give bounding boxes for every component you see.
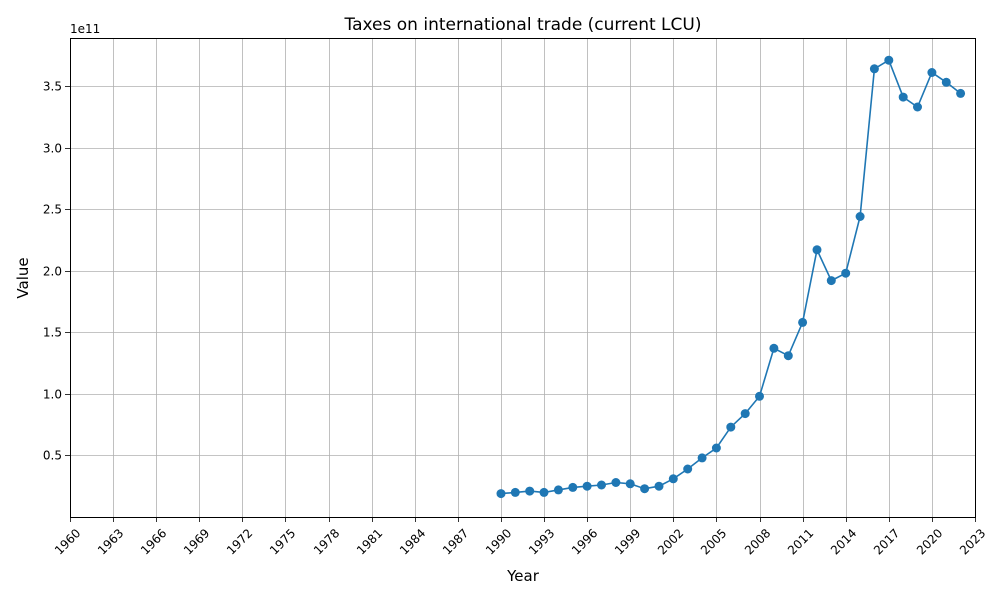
data-point bbox=[597, 480, 606, 490]
data-point bbox=[711, 443, 721, 453]
y-tick-label: 3.0 bbox=[43, 142, 62, 156]
grid bbox=[70, 38, 976, 517]
data-point bbox=[654, 481, 664, 491]
y-tick-label: 1.0 bbox=[43, 388, 62, 402]
plot-frame bbox=[70, 38, 976, 518]
y-tick-label: 1.5 bbox=[43, 326, 62, 340]
x-axis-label: Year bbox=[506, 567, 540, 585]
data-point bbox=[553, 485, 563, 495]
data-point bbox=[898, 92, 908, 102]
data-point bbox=[740, 409, 750, 419]
data-point bbox=[668, 474, 678, 484]
data-point bbox=[683, 464, 693, 474]
data-point bbox=[625, 479, 635, 489]
y-tick-label: 2.0 bbox=[43, 265, 62, 279]
data-point bbox=[884, 55, 894, 65]
data-point bbox=[582, 481, 592, 491]
data-point bbox=[841, 268, 851, 278]
data-point bbox=[539, 487, 549, 497]
data-point bbox=[510, 487, 520, 497]
series-line bbox=[496, 55, 966, 499]
data-point bbox=[755, 391, 764, 401]
data-point bbox=[640, 484, 650, 494]
y-axis: 0.5 1.0 1.5 2.0 2.5 3.0 3.5 bbox=[43, 80, 70, 463]
y-axis-label: Value bbox=[14, 257, 32, 298]
data-point bbox=[941, 77, 951, 87]
data-point bbox=[726, 422, 736, 432]
data-point bbox=[611, 478, 621, 487]
data-point bbox=[869, 64, 879, 74]
data-point bbox=[956, 88, 966, 98]
data-point bbox=[927, 68, 937, 77]
data-point bbox=[496, 489, 506, 499]
chart-title: Taxes on international trade (current LC… bbox=[344, 15, 702, 35]
y-tick-label: 3.5 bbox=[43, 80, 62, 94]
y-axis-offset-label: 1e11 bbox=[70, 22, 100, 36]
y-tick-label: 2.5 bbox=[43, 203, 62, 217]
data-point bbox=[826, 276, 836, 286]
data-point bbox=[525, 486, 535, 496]
data-point bbox=[812, 245, 822, 255]
data-point bbox=[568, 482, 578, 492]
data-point bbox=[798, 317, 808, 327]
data-point bbox=[783, 351, 793, 361]
data-point bbox=[913, 102, 922, 112]
data-point bbox=[855, 212, 865, 221]
data-point bbox=[697, 453, 707, 463]
data-point bbox=[769, 343, 779, 353]
y-tick-label: 0.5 bbox=[43, 449, 62, 463]
